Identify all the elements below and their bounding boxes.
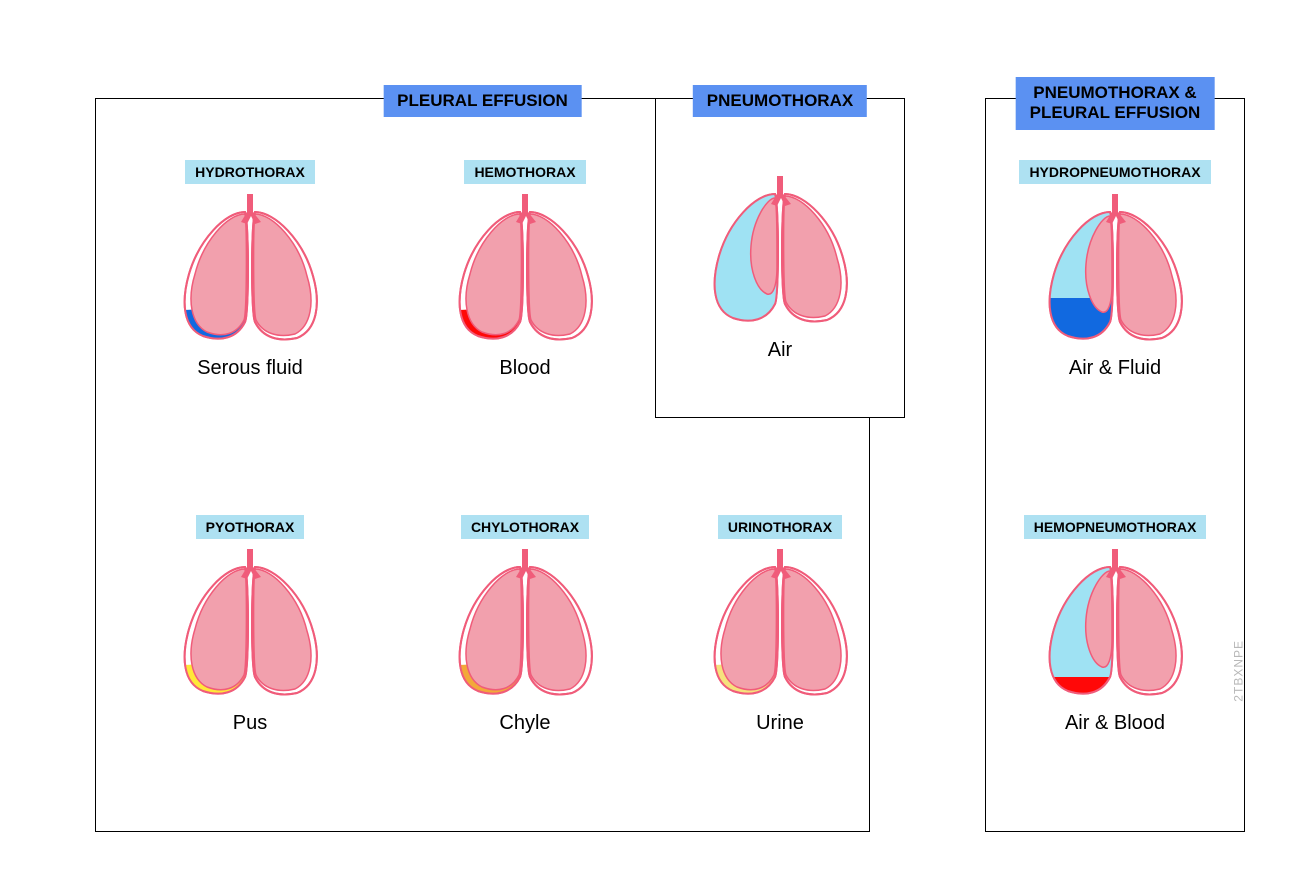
caption: Chyle <box>420 712 630 735</box>
caption: Air & Blood <box>1010 712 1220 735</box>
condition-label: HEMOPNEUMOTHORAX <box>1024 515 1207 539</box>
condition-label: HYDROTHORAX <box>185 160 315 184</box>
condition-label: PYOTHORAX <box>196 515 305 539</box>
condition-label: CHYLOTHORAX <box>461 515 589 539</box>
diagram-canvas: alamy alamy alamy alamy PLEURAL EFFUSION… <box>50 50 1250 840</box>
condition-label: URINOTHORAX <box>718 515 842 539</box>
lung-icon <box>165 549 335 704</box>
condition-label: HEMOTHORAX <box>464 160 585 184</box>
caption: Urine <box>675 712 885 735</box>
lung-icon <box>695 176 865 331</box>
item-pyothorax: PYOTHORAX Pus <box>145 515 355 735</box>
lung-icon <box>1030 194 1200 349</box>
caption: Pus <box>145 712 355 735</box>
item-hemopneumothorax: HEMOPNEUMOTHORAX Air & Blood <box>1010 515 1220 735</box>
lung-icon <box>440 549 610 704</box>
item-hemothorax: HEMOTHORAX Blood <box>420 160 630 380</box>
caption: Air <box>675 339 885 362</box>
item-hydrothorax: HYDROTHORAX Serous fluid <box>145 160 355 380</box>
item-chylothorax: CHYLOTHORAX Chyle <box>420 515 630 735</box>
caption: Air & Fluid <box>1010 357 1220 380</box>
item-pneumothorax: Air <box>675 150 885 362</box>
items-layer: HYDROTHORAX Serous fluid HEMOTHORAX Blood PY… <box>50 50 1250 840</box>
item-urinothorax: URINOTHORAX Urine <box>675 515 885 735</box>
lung-icon <box>165 194 335 349</box>
item-hydropneumothorax: HYDROPNEUMOTHORAX Air & Fluid <box>1010 160 1220 380</box>
caption: Blood <box>420 357 630 380</box>
caption: Serous fluid <box>145 357 355 380</box>
stock-id: 2TBXNPE <box>1232 640 1246 702</box>
lung-icon <box>695 549 865 704</box>
condition-label: HYDROPNEUMOTHORAX <box>1019 160 1210 184</box>
lung-icon <box>440 194 610 349</box>
lung-icon <box>1030 549 1200 704</box>
